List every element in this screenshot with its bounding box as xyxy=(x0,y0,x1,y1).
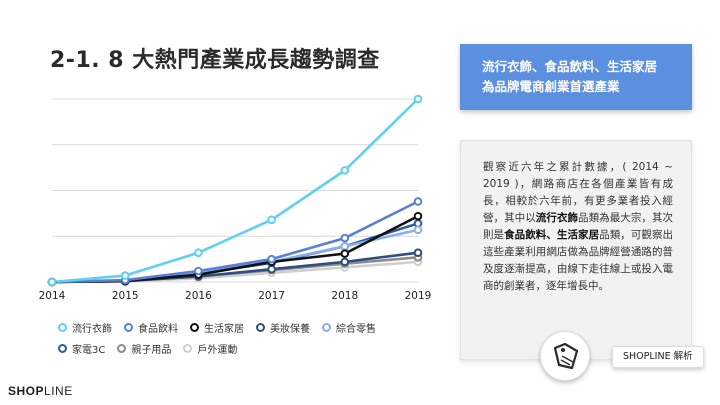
data-point xyxy=(340,257,350,267)
series-line xyxy=(51,98,419,284)
legend-marker xyxy=(322,323,331,332)
analysis-tag: SHOPLINE 解析 xyxy=(612,346,704,368)
chart-svg: 2014 2015 2016 2017 2018 2019 xyxy=(39,94,432,302)
legend-marker xyxy=(117,344,127,353)
legend-marker xyxy=(58,344,67,353)
data-point xyxy=(340,249,350,258)
series-line xyxy=(51,200,419,284)
data-point xyxy=(267,254,276,264)
legend-label: 食品飲料 xyxy=(138,324,178,335)
legend-label: 流行衣飾 xyxy=(72,324,112,335)
data-point xyxy=(340,233,350,243)
data-point xyxy=(267,264,276,274)
legend-item: 美妝保養 xyxy=(256,320,310,335)
chart-legend: 流行衣飾 食品飲料 生活家居 美妝保養 綜合零售 家電3C 親子用品 戶外運動 xyxy=(58,320,438,362)
legend-item: 親子用品 xyxy=(117,341,171,356)
data-point xyxy=(413,211,423,221)
x-tick-label: 2014 xyxy=(39,290,66,302)
legend-label: 家電3C xyxy=(72,345,106,356)
x-tick-label: 2017 xyxy=(258,290,285,302)
callout-line-2: 為品牌電商創業首選產業 xyxy=(482,79,620,94)
legend-label: 美妝保養 xyxy=(270,324,310,335)
legend-row: 流行衣飾 食品飲料 生活家居 美妝保養 綜合零售 xyxy=(58,320,438,335)
brand-light: LINE xyxy=(44,384,73,398)
legend-row: 家電3C 親子用品 戶外運動 xyxy=(58,341,438,356)
legend-marker xyxy=(124,323,133,332)
slide-title: 2-1. 8 大熱門產業成長趨勢調查 xyxy=(50,48,380,73)
notes-highlight-2: 食品飲料、生活家居 xyxy=(504,229,600,241)
x-tick-label: 2019 xyxy=(405,290,432,302)
legend-marker xyxy=(190,323,199,332)
legend-marker xyxy=(256,323,265,332)
legend-item: 戶外運動 xyxy=(183,341,237,356)
legend-item: 生活家居 xyxy=(190,320,244,335)
x-tick-label: 2018 xyxy=(331,290,358,302)
key-finding-callout: 流行衣飾、食品飲料、生活家居 為品牌電商創業首選產業 xyxy=(460,44,692,110)
brand-bold: SHOP xyxy=(8,384,45,398)
legend-marker xyxy=(58,323,67,332)
brand-logo: SHOPLINE xyxy=(8,384,73,398)
data-point xyxy=(194,266,203,276)
data-point xyxy=(413,197,423,206)
legend-item: 綜合零售 xyxy=(322,320,376,335)
legend-item: 流行衣飾 xyxy=(58,320,112,335)
data-point xyxy=(267,215,276,225)
legend-marker xyxy=(183,344,193,353)
data-point xyxy=(340,166,350,175)
legend-label: 親子用品 xyxy=(131,345,172,356)
legend-label: 戶外運動 xyxy=(197,345,238,356)
notes-text-2: 品類為最大宗，其次則是 xyxy=(483,212,674,241)
notes-highlight-1: 流行衣飾 xyxy=(535,212,579,224)
notes-text-1: 觀察近六年之累計數據，( 2014 ~ 2019 )，網路商店在各個產業皆有成長… xyxy=(483,161,673,224)
data-point xyxy=(413,248,423,258)
legend-label: 綜合零售 xyxy=(336,324,376,335)
notes-text-3: 品類，可觀察出這些產業利用網店做為品牌經營通路的普及度逐漸提高，由線下走往線上或… xyxy=(483,229,674,292)
data-point xyxy=(413,225,423,235)
x-tick-label: 2016 xyxy=(185,290,212,302)
shopping-tag-icon xyxy=(553,342,579,370)
legend-label: 生活家居 xyxy=(204,324,244,335)
callout-line-1: 流行衣飾、食品飲料、生活家居 xyxy=(482,59,658,74)
data-point xyxy=(340,242,350,251)
legend-item: 家電3C xyxy=(58,341,105,356)
analysis-notes: 觀察近六年之累計數據，( 2014 ~ 2019 )，網路商店在各個產業皆有成長… xyxy=(460,140,692,360)
data-point xyxy=(413,94,423,104)
data-point xyxy=(120,271,130,280)
data-point xyxy=(47,277,57,287)
data-point xyxy=(194,248,203,258)
x-tick-label: 2015 xyxy=(112,290,139,302)
line-chart: 2014 2015 2016 2017 2018 2019 xyxy=(30,85,450,315)
shopline-logo xyxy=(540,331,590,381)
legend-item: 食品飲料 xyxy=(124,320,178,335)
